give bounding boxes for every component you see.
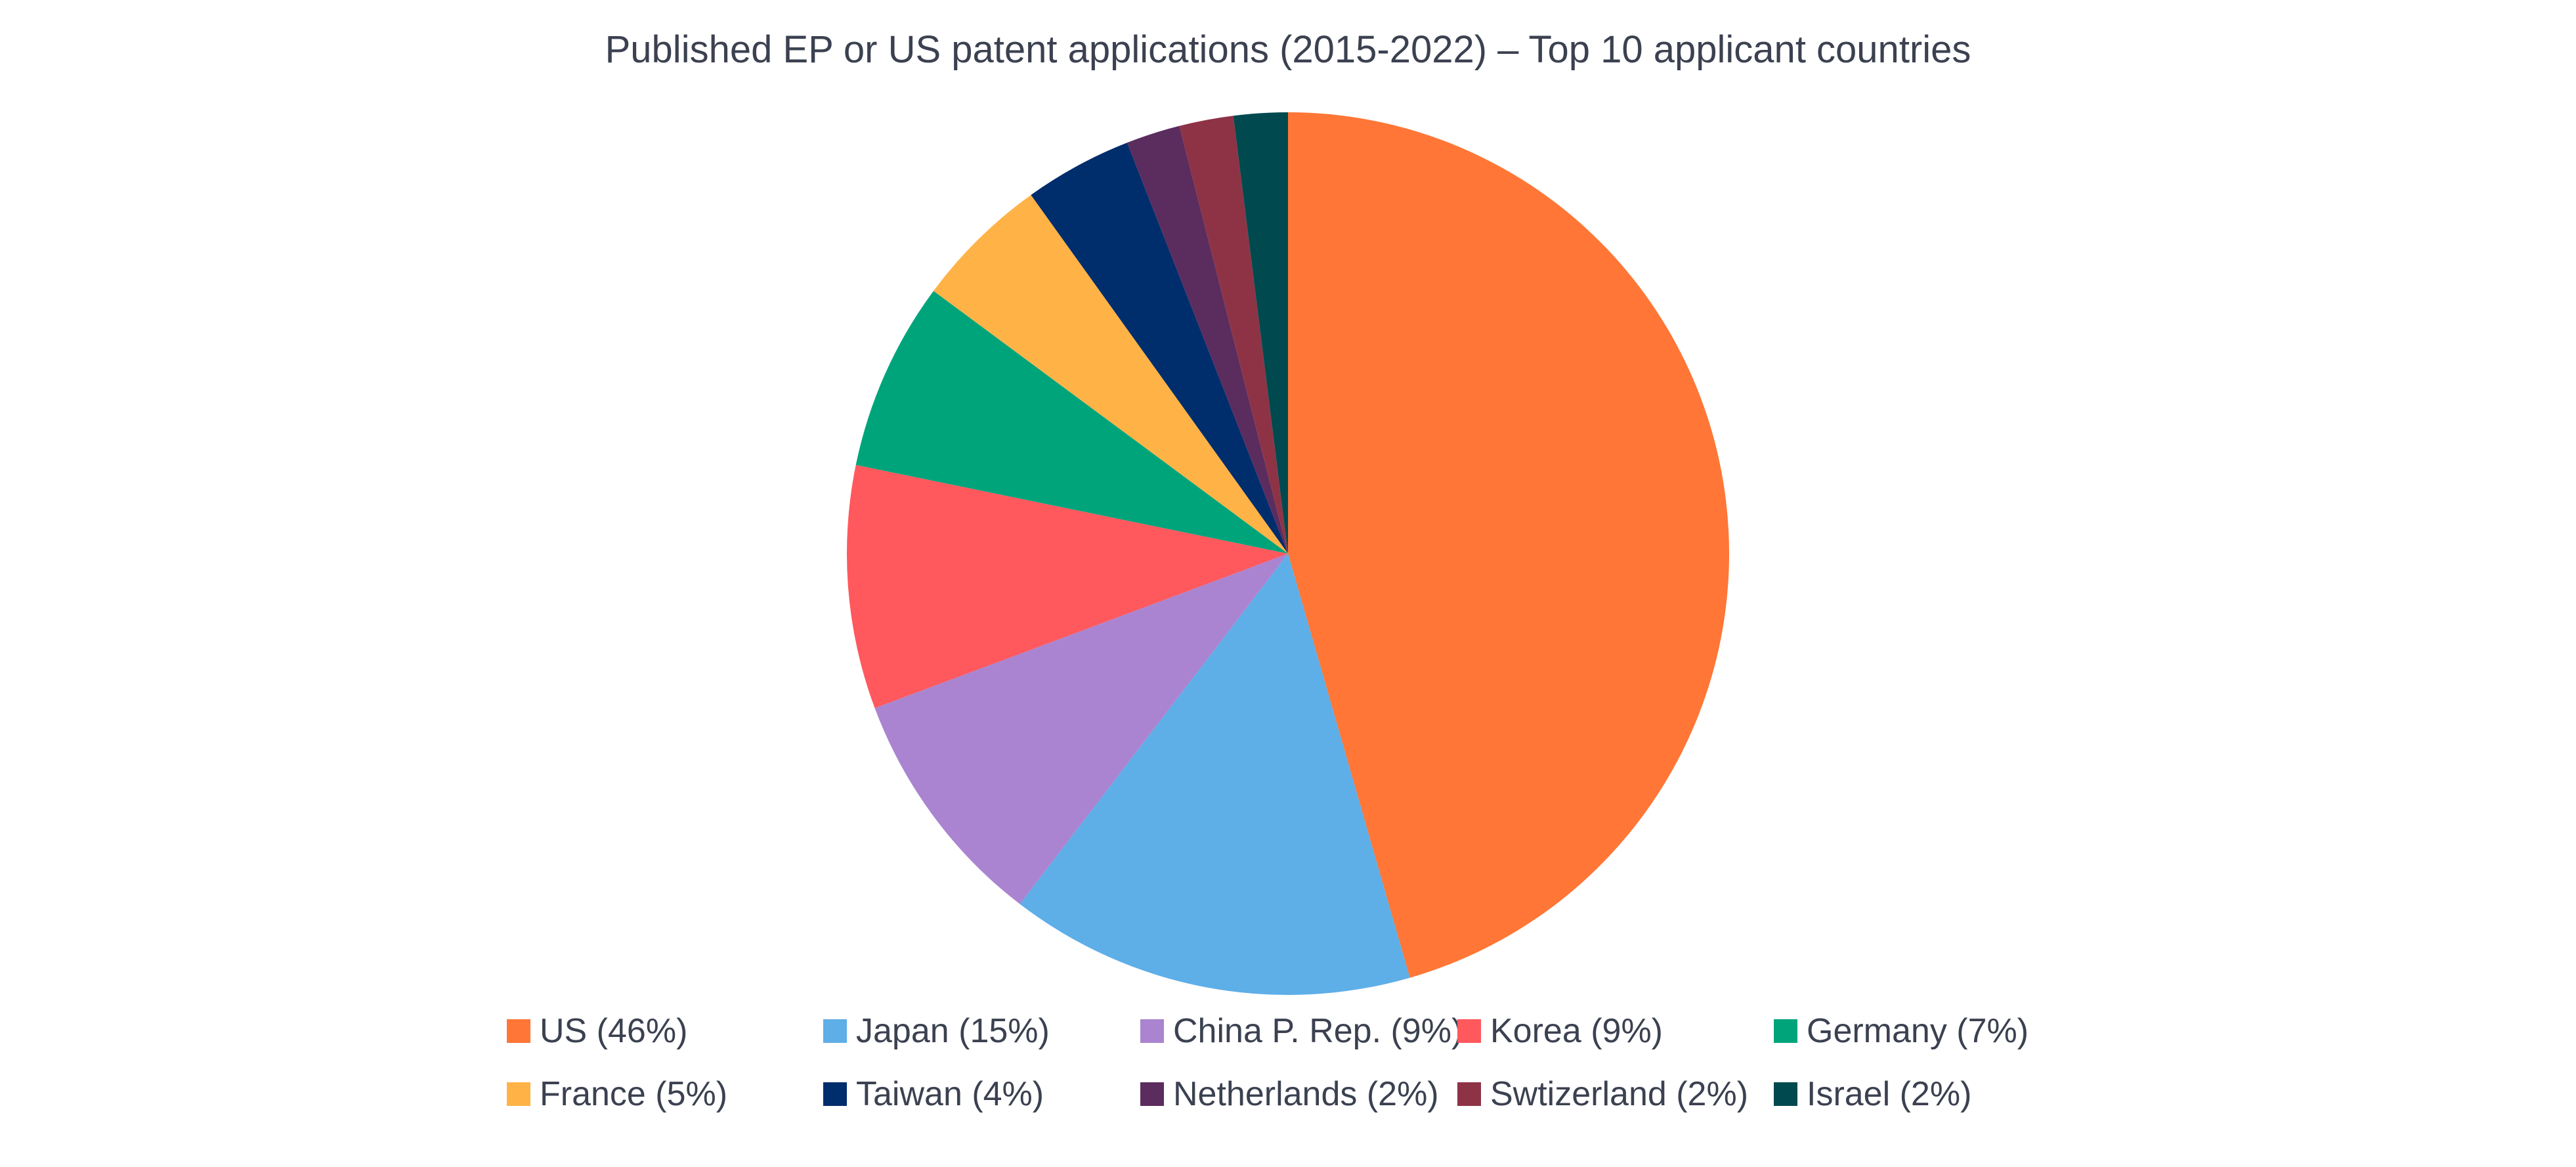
legend-label: Taiwan (4%) [856,1075,1044,1113]
legend-swatch [823,1082,847,1106]
legend-swatch [1774,1082,1797,1106]
legend-label: Germany (7%) [1807,1012,2029,1050]
legend-label: Netherlands (2%) [1173,1075,1439,1113]
legend-label: Israel (2%) [1807,1075,1972,1113]
legend-item: Taiwan (4%) [823,1068,1044,1120]
legend-label: Swtizerland (2%) [1490,1075,1749,1113]
legend-item: US (46%) [507,1005,687,1057]
legend-swatch [1774,1019,1797,1043]
legend-label: Japan (15%) [856,1012,1050,1050]
legend-swatch [1457,1019,1481,1043]
pie-slice [1288,112,1729,978]
legend-item: Israel (2%) [1774,1068,1971,1120]
legend-item: Japan (15%) [823,1005,1050,1057]
pie-slice [855,290,1288,554]
legend-swatch [1140,1019,1164,1043]
legend-item: Netherlands (2%) [1140,1068,1439,1120]
legend-item: Swtizerland (2%) [1457,1068,1748,1120]
pie-slice [934,194,1288,554]
legend-swatch [507,1082,530,1106]
legend-item: China P. Rep. (9%) [1140,1005,1463,1057]
pie-slice [1127,125,1288,554]
pie-slice [1020,554,1410,995]
legend-item: France (5%) [507,1068,727,1120]
legend-item: Germany (7%) [1774,1005,2029,1057]
pie-slice [874,554,1288,904]
legend-swatch [1140,1082,1164,1106]
legend-label: Korea (9%) [1490,1012,1663,1050]
legend-label: France (5%) [540,1075,728,1113]
legend-item: Korea (9%) [1457,1005,1663,1057]
legend-swatch [1457,1082,1481,1106]
legend-swatch [507,1019,530,1043]
legend-label: China P. Rep. (9%) [1173,1012,1463,1050]
pie-slice [1233,112,1288,554]
pie-slice [847,465,1288,709]
chart-title: Published EP or US patent applications (… [605,28,1971,71]
pie-slice [1179,116,1288,554]
legend-label: US (46%) [540,1012,688,1050]
legend-swatch [823,1019,847,1043]
pie-slices [847,112,1729,995]
pie-slice [1031,143,1288,554]
